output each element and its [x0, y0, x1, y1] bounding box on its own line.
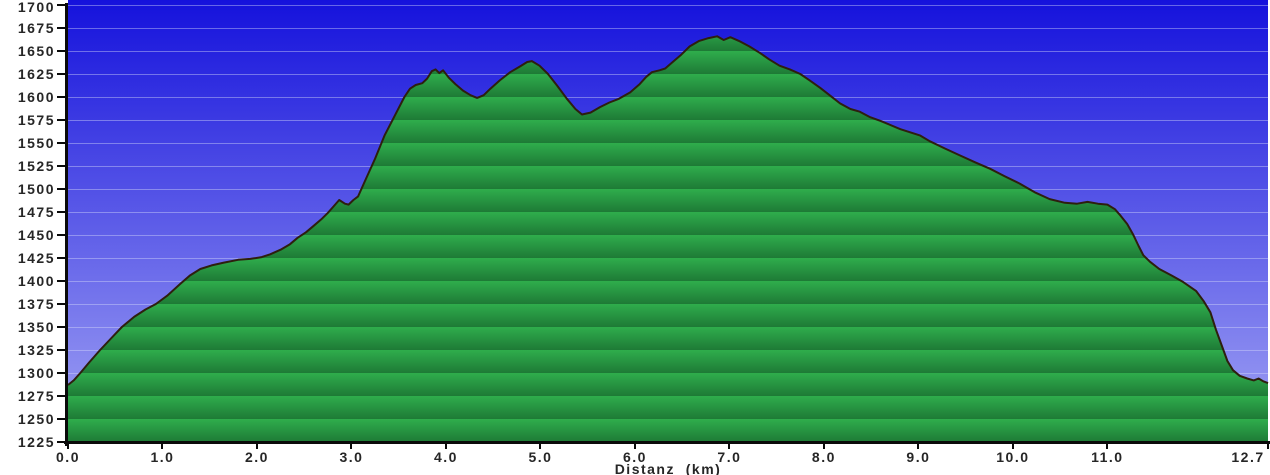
x-tick-label: 8.0	[794, 449, 854, 465]
y-tick	[57, 188, 66, 190]
y-tick	[57, 27, 66, 29]
y-tick-label: 1550	[0, 135, 55, 151]
x-tick-label: 3.0	[321, 449, 381, 465]
y-tick	[57, 418, 66, 420]
x-axis-line	[64, 441, 1270, 444]
y-tick	[57, 165, 66, 167]
y-tick	[57, 257, 66, 259]
y-tick-label: 1350	[0, 319, 55, 335]
y-tick-label: 1625	[0, 66, 55, 82]
elevation-area	[68, 5, 1268, 442]
x-tick-label: 9.0	[888, 449, 948, 465]
x-tick-label: 5.0	[510, 449, 570, 465]
y-tick	[57, 372, 66, 374]
y-tick-label: 1475	[0, 204, 55, 220]
y-tick-label: 1425	[0, 250, 55, 266]
y-tick	[57, 280, 66, 282]
y-axis-line	[65, 3, 68, 446]
y-tick	[57, 73, 66, 75]
y-tick-label: 1225	[0, 434, 55, 450]
y-tick-label: 1325	[0, 342, 55, 358]
y-tick	[57, 441, 66, 443]
elevation-profile-chart: 1225 1250 1275 1300 1325 1350 1375 1400 1425 1450…	[0, 0, 1270, 475]
y-tick	[57, 50, 66, 52]
y-tick-label: 1650	[0, 43, 55, 59]
x-tick-label: 4.0	[416, 449, 476, 465]
y-tick	[57, 234, 66, 236]
y-tick-label: 1375	[0, 296, 55, 312]
y-tick-label: 1400	[0, 273, 55, 289]
x-tick-label: 0.0	[38, 449, 98, 465]
y-tick-label: 1500	[0, 181, 55, 197]
x-tick-label: 11.0	[1077, 449, 1137, 465]
y-tick-label: 1700	[0, 0, 55, 15]
y-tick-label: 1575	[0, 112, 55, 128]
x-tick-label: 1.0	[132, 449, 192, 465]
y-tick-label: 1275	[0, 388, 55, 404]
y-tick-label: 1450	[0, 227, 55, 243]
y-tick-label: 1300	[0, 365, 55, 381]
y-tick	[57, 96, 66, 98]
y-tick	[57, 4, 66, 6]
x-tick-label: 10.0	[983, 449, 1043, 465]
y-tick	[57, 211, 66, 213]
x-tick-label: 2.0	[227, 449, 287, 465]
y-tick-label: 1525	[0, 158, 55, 174]
y-tick	[57, 119, 66, 121]
y-tick-label: 1250	[0, 411, 55, 427]
y-tick	[57, 303, 66, 305]
y-tick	[57, 349, 66, 351]
elevation-area-fill	[68, 36, 1268, 442]
y-tick	[57, 142, 66, 144]
x-axis-title: Distanz (km)	[568, 461, 768, 475]
y-tick-label: 1600	[0, 89, 55, 105]
x-tick-label: 12.7	[1218, 449, 1270, 465]
y-tick-label: 1675	[0, 20, 55, 36]
y-tick	[57, 326, 66, 328]
y-tick	[57, 395, 66, 397]
